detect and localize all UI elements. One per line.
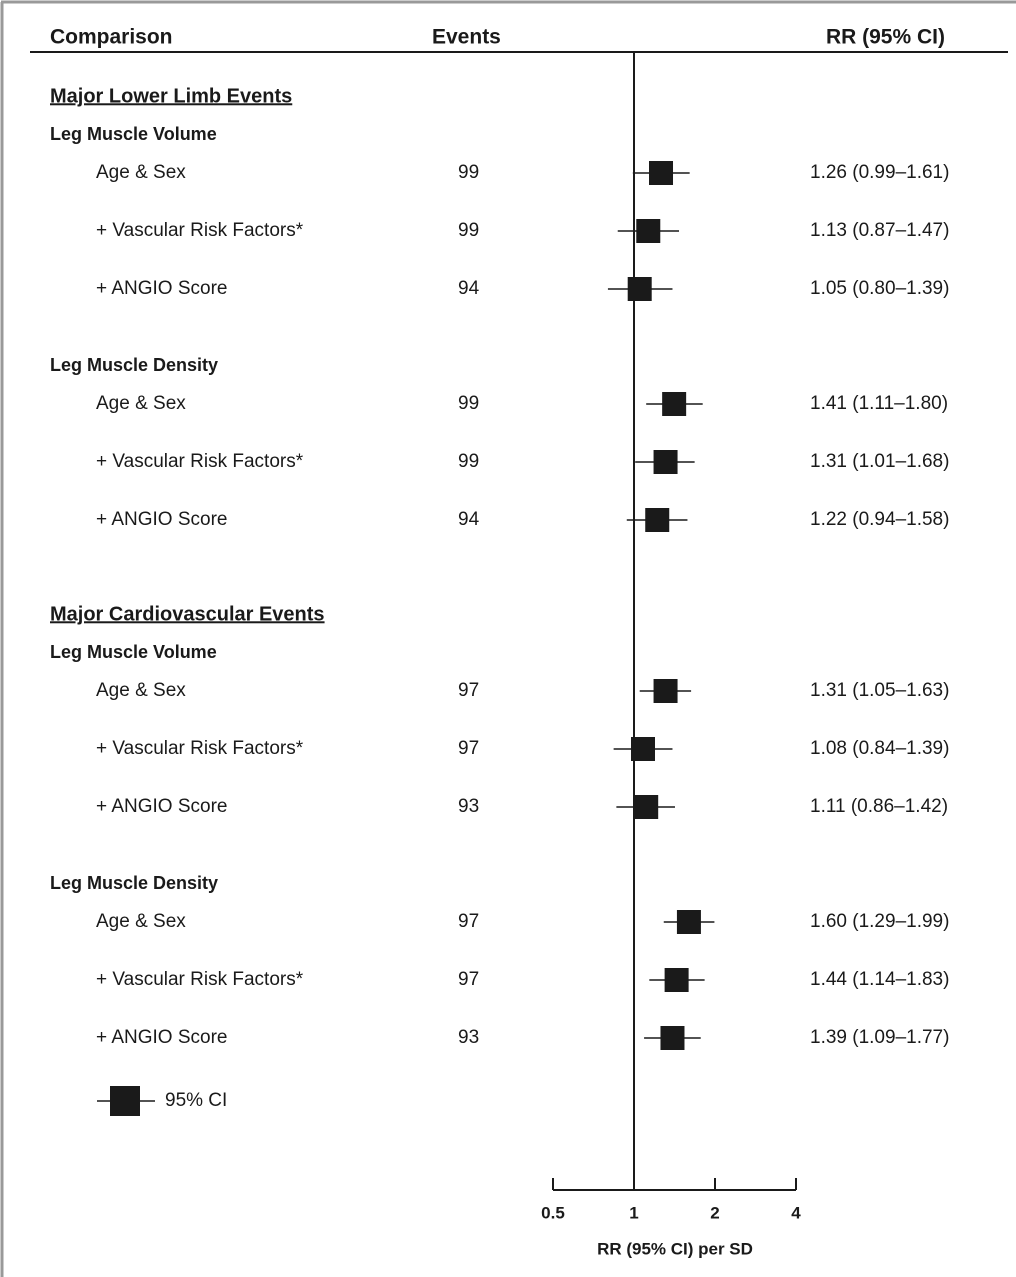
estimate-box [636, 219, 661, 243]
events: 93 [458, 796, 479, 817]
column-header: Events [432, 26, 501, 49]
group-title: Leg Muscle Volume [50, 124, 217, 144]
events: 97 [458, 680, 479, 701]
estimate-box [634, 795, 659, 819]
x-tick-label: 2 [710, 1203, 719, 1222]
events: 97 [458, 738, 479, 759]
row-label: + Vascular Risk Factors* [96, 969, 304, 990]
value-label: 1.41 (1.11–1.80) [810, 393, 948, 414]
value-label: 1.60 (1.29–1.99) [810, 911, 949, 932]
value-label: 1.08 (0.84–1.39) [810, 738, 949, 759]
row-label: + ANGIO Score [96, 796, 227, 817]
estimate-box [627, 277, 652, 301]
estimate-box [660, 1026, 685, 1050]
value-label: 1.13 (0.87–1.47) [810, 220, 949, 241]
events: 94 [458, 278, 480, 299]
estimate-box [664, 968, 689, 992]
estimate-box [630, 737, 655, 761]
estimate-box [653, 450, 678, 474]
value-label: 1.26 (0.99–1.61) [810, 162, 949, 183]
events: 99 [458, 162, 479, 183]
x-tick-label: 0.5 [541, 1203, 565, 1222]
row-label: Age & Sex [96, 911, 186, 932]
estimate-box [649, 161, 674, 185]
events: 93 [458, 1027, 479, 1048]
row-label: + Vascular Risk Factors* [96, 738, 304, 759]
row-label: Age & Sex [96, 680, 186, 701]
row-label: Age & Sex [96, 162, 186, 183]
estimate-box [645, 508, 670, 532]
row-label: + Vascular Risk Factors* [96, 451, 304, 472]
events: 99 [458, 393, 479, 414]
row-label: + ANGIO Score [96, 1027, 227, 1048]
value-label: 1.31 (1.01–1.68) [810, 451, 949, 472]
value-label: 1.31 (1.05–1.63) [810, 680, 949, 701]
group-title: Leg Muscle Density [50, 873, 218, 893]
x-axis-label: RR (95% CI) per SD [597, 1239, 753, 1258]
events: 99 [458, 220, 479, 241]
value-label: 1.05 (0.80–1.39) [810, 278, 949, 299]
events: 94 [458, 509, 480, 530]
estimate-box [653, 679, 678, 703]
value-label: 1.11 (0.86–1.42) [810, 796, 948, 817]
events: 99 [458, 451, 479, 472]
row-label: + Vascular Risk Factors* [96, 220, 304, 241]
section-title: Major Cardiovascular Events [50, 603, 325, 625]
estimate-box [676, 910, 701, 934]
section-title: Major Lower Limb Events [50, 85, 292, 107]
column-header: RR (95% CI) [826, 26, 945, 49]
column-header: Comparison [50, 26, 173, 49]
events: 97 [458, 911, 479, 932]
value-label: 1.39 (1.09–1.77) [810, 1027, 949, 1048]
group-title: Leg Muscle Density [50, 355, 218, 375]
estimate-box [662, 392, 687, 416]
events: 97 [458, 969, 479, 990]
group-title: Leg Muscle Volume [50, 642, 217, 662]
value-label: 1.44 (1.14–1.83) [810, 969, 949, 990]
row-label: + ANGIO Score [96, 278, 227, 299]
legend-label: 95% CI [165, 1090, 227, 1111]
row-label: + ANGIO Score [96, 509, 227, 530]
legend-box [110, 1086, 140, 1116]
x-tick-label: 1 [629, 1203, 638, 1222]
row-label: Age & Sex [96, 393, 186, 414]
x-tick-label: 4 [791, 1203, 801, 1222]
value-label: 1.22 (0.94–1.58) [810, 509, 949, 530]
